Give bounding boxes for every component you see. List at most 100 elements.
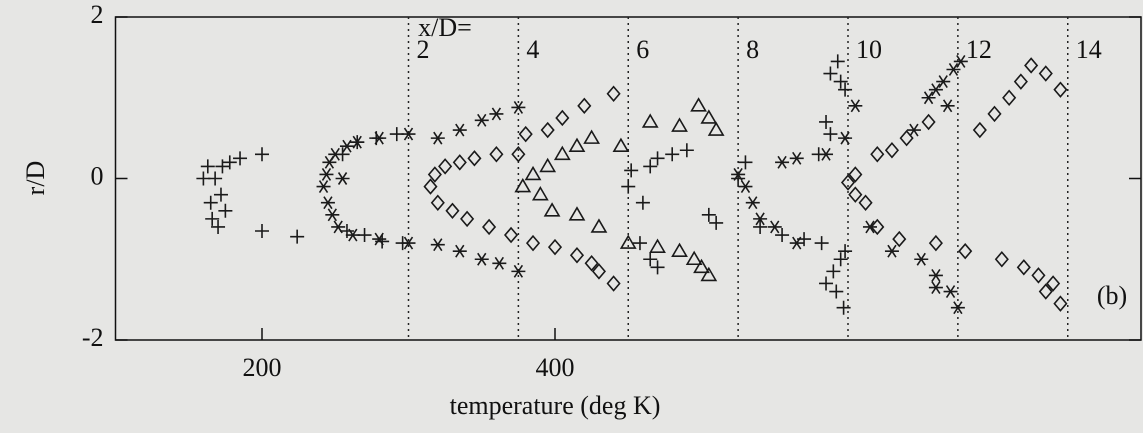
reference-line-label: 14	[1076, 35, 1102, 64]
point	[438, 158, 453, 175]
point	[836, 300, 851, 315]
point	[401, 236, 416, 250]
point	[814, 236, 829, 251]
point	[679, 143, 694, 158]
reference-line-label: 10	[856, 35, 882, 64]
point	[474, 252, 489, 266]
y-tick-label: -2	[82, 323, 104, 352]
point	[738, 180, 753, 194]
point	[255, 223, 269, 238]
point	[826, 264, 841, 279]
point	[540, 121, 555, 139]
point	[862, 220, 877, 234]
point	[584, 255, 599, 272]
point	[693, 258, 710, 274]
point	[218, 203, 233, 218]
point	[612, 137, 630, 152]
point	[833, 252, 848, 267]
point	[339, 139, 354, 153]
y-tick-label: 0	[91, 161, 104, 190]
point	[543, 202, 561, 217]
point	[553, 145, 571, 161]
reference-line-label: 2	[417, 35, 430, 64]
y-tick-label: 2	[91, 0, 104, 29]
point	[350, 135, 365, 149]
point	[950, 301, 965, 315]
reference-line-label: 6	[636, 35, 649, 64]
point	[539, 157, 557, 173]
point	[568, 137, 586, 152]
point	[200, 159, 215, 174]
point	[928, 83, 943, 97]
point	[489, 146, 504, 163]
point	[1002, 89, 1017, 106]
point	[635, 195, 650, 210]
point	[650, 151, 665, 166]
point	[731, 168, 746, 181]
point	[946, 63, 961, 76]
x-tick-label: 200	[243, 353, 282, 382]
point	[884, 142, 900, 159]
point	[643, 252, 658, 267]
point	[690, 97, 707, 112]
reference-line-label: 12	[966, 35, 992, 64]
point	[423, 178, 438, 195]
point	[838, 244, 853, 259]
point	[665, 147, 680, 162]
point	[547, 238, 563, 256]
point	[591, 263, 607, 280]
point	[514, 177, 532, 193]
point	[701, 207, 716, 222]
point	[331, 220, 346, 234]
point	[325, 208, 340, 222]
point	[389, 127, 404, 142]
point	[518, 125, 533, 143]
point	[372, 232, 387, 246]
point	[940, 99, 955, 113]
point	[953, 54, 968, 68]
point	[632, 236, 647, 251]
point	[858, 194, 873, 211]
point	[427, 166, 442, 183]
reference-line-label: 8	[746, 35, 759, 64]
point	[211, 219, 226, 234]
point	[319, 168, 334, 181]
point	[848, 166, 863, 183]
point	[936, 75, 951, 89]
point	[467, 150, 482, 167]
point	[203, 195, 218, 210]
point	[205, 211, 220, 226]
point	[819, 114, 834, 129]
point	[1053, 81, 1068, 98]
point	[213, 187, 228, 202]
point	[1046, 275, 1061, 292]
point	[829, 284, 844, 299]
point	[921, 113, 936, 131]
point	[255, 147, 269, 162]
point	[753, 219, 768, 234]
point	[921, 91, 936, 105]
point	[619, 234, 637, 249]
point	[401, 127, 416, 141]
point	[928, 268, 943, 282]
point	[899, 129, 914, 147]
point	[906, 123, 921, 137]
point	[767, 220, 782, 234]
point	[583, 129, 601, 144]
point	[511, 264, 526, 278]
point	[884, 244, 899, 258]
point	[233, 151, 248, 166]
point	[958, 242, 973, 260]
point	[316, 180, 331, 194]
point	[848, 99, 863, 113]
point	[577, 97, 592, 115]
point	[531, 186, 549, 201]
point	[482, 218, 497, 236]
point	[830, 54, 845, 69]
point	[1013, 73, 1028, 90]
point	[503, 226, 519, 244]
x-tick-label: 400	[536, 353, 575, 382]
point	[474, 113, 489, 127]
point	[870, 146, 885, 163]
point	[1038, 283, 1053, 300]
